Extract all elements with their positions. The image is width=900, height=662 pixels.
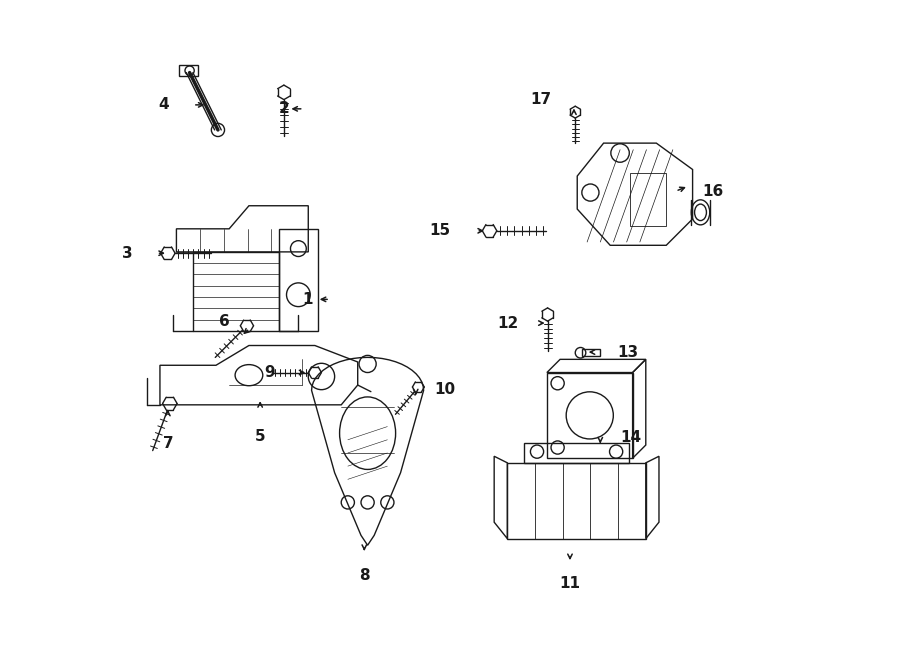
Text: 3: 3	[122, 246, 133, 261]
Text: 8: 8	[359, 567, 370, 583]
Text: 13: 13	[617, 345, 639, 359]
Text: 14: 14	[620, 430, 641, 446]
Text: 10: 10	[434, 382, 455, 397]
Text: 12: 12	[498, 316, 518, 330]
Text: 7: 7	[163, 436, 173, 451]
Text: 4: 4	[158, 97, 169, 113]
Text: 16: 16	[702, 184, 723, 199]
Text: 5: 5	[255, 429, 266, 444]
Text: 6: 6	[219, 314, 230, 329]
Text: 9: 9	[264, 365, 274, 380]
Text: 11: 11	[560, 576, 580, 591]
Text: 15: 15	[429, 223, 450, 238]
Text: 2: 2	[279, 101, 290, 117]
Text: 17: 17	[530, 92, 552, 107]
Text: 1: 1	[302, 292, 313, 307]
